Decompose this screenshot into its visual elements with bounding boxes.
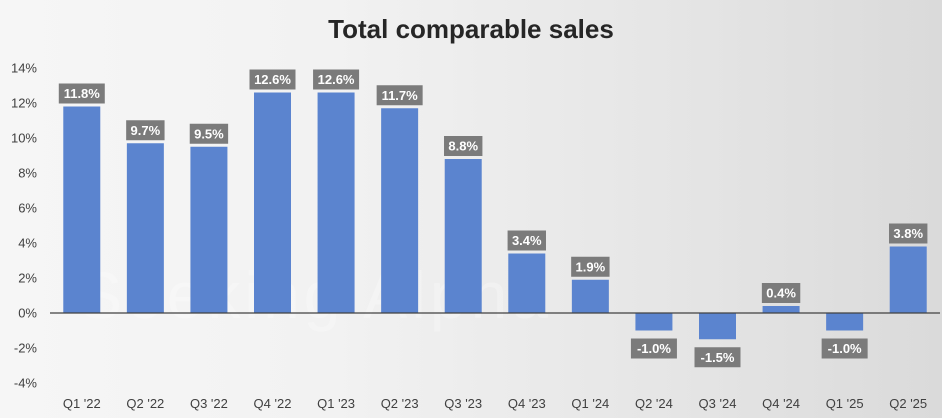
data-label: 12.6% bbox=[318, 72, 355, 87]
x-tick-label: Q3 '24 bbox=[699, 396, 737, 411]
y-tick-label: 6% bbox=[18, 201, 37, 216]
bar bbox=[381, 108, 419, 313]
y-tick-label: 4% bbox=[18, 236, 37, 251]
x-tick-label: Q2 '23 bbox=[381, 396, 419, 411]
x-tick-label: Q2 '22 bbox=[126, 396, 164, 411]
x-tick-label: Q1 '24 bbox=[571, 396, 609, 411]
data-label-background bbox=[444, 136, 483, 156]
x-tick-label: Q1 '25 bbox=[826, 396, 864, 411]
data-label-background bbox=[889, 223, 928, 244]
data-label: -1.5% bbox=[701, 350, 735, 365]
data-label: 0.4% bbox=[766, 286, 796, 301]
x-tick-label: Q4 '23 bbox=[508, 396, 546, 411]
data-label: -1.0% bbox=[828, 341, 862, 356]
data-label-background bbox=[571, 256, 610, 277]
data-label: 9.7% bbox=[131, 123, 161, 138]
bar bbox=[126, 143, 164, 313]
data-label-background bbox=[694, 347, 741, 368]
x-tick-label: Q2 '24 bbox=[635, 396, 673, 411]
bar bbox=[317, 92, 355, 313]
y-tick-label: 12% bbox=[11, 96, 37, 111]
data-label: 8.8% bbox=[448, 139, 478, 154]
bar bbox=[635, 313, 673, 331]
bar bbox=[571, 279, 609, 313]
bar bbox=[190, 146, 228, 313]
data-label-background bbox=[126, 120, 165, 141]
x-tick-label: Q3 '23 bbox=[444, 396, 482, 411]
data-label-background bbox=[821, 338, 868, 359]
data-label: 3.8% bbox=[893, 226, 923, 241]
data-label-background bbox=[761, 283, 801, 303]
data-label: 11.8% bbox=[64, 86, 101, 101]
data-label: 11.7% bbox=[382, 88, 419, 103]
data-label-background bbox=[58, 83, 105, 104]
data-label-background bbox=[507, 230, 546, 251]
bar bbox=[63, 106, 101, 313]
bar bbox=[444, 159, 482, 313]
y-tick-label: 0% bbox=[18, 306, 37, 321]
x-tick-label: Q2 '25 bbox=[889, 396, 927, 411]
data-label-background bbox=[249, 69, 296, 90]
data-label: 9.5% bbox=[194, 126, 224, 141]
x-tick-label: Q3 '22 bbox=[190, 396, 228, 411]
x-tick-label: Q1 '22 bbox=[63, 396, 101, 411]
data-label-background bbox=[189, 123, 229, 144]
x-tick-label: Q1 '23 bbox=[317, 396, 355, 411]
data-label-background bbox=[630, 338, 677, 359]
y-tick-label: 2% bbox=[18, 271, 37, 286]
data-label: 1.9% bbox=[576, 259, 606, 274]
bar bbox=[254, 92, 291, 313]
x-tick-label: Q4 '22 bbox=[254, 396, 292, 411]
data-label: -1.0% bbox=[637, 341, 671, 356]
data-label: 3.4% bbox=[512, 233, 542, 248]
y-tick-label: 14% bbox=[11, 61, 37, 76]
y-tick-label: 8% bbox=[18, 166, 37, 181]
data-label: 12.6% bbox=[254, 72, 291, 87]
x-tick-label: Q4 '24 bbox=[762, 396, 800, 411]
data-label-background bbox=[313, 69, 360, 90]
bar bbox=[508, 253, 546, 313]
data-label-background bbox=[376, 85, 423, 106]
bar bbox=[826, 313, 864, 331]
y-tick-label: -4% bbox=[14, 376, 38, 391]
bar bbox=[699, 313, 736, 340]
y-tick-label: -2% bbox=[14, 341, 38, 356]
bar bbox=[762, 306, 800, 313]
chart-title: Total comparable sales bbox=[328, 14, 614, 44]
bar bbox=[889, 246, 927, 313]
y-tick-label: 10% bbox=[11, 131, 37, 146]
